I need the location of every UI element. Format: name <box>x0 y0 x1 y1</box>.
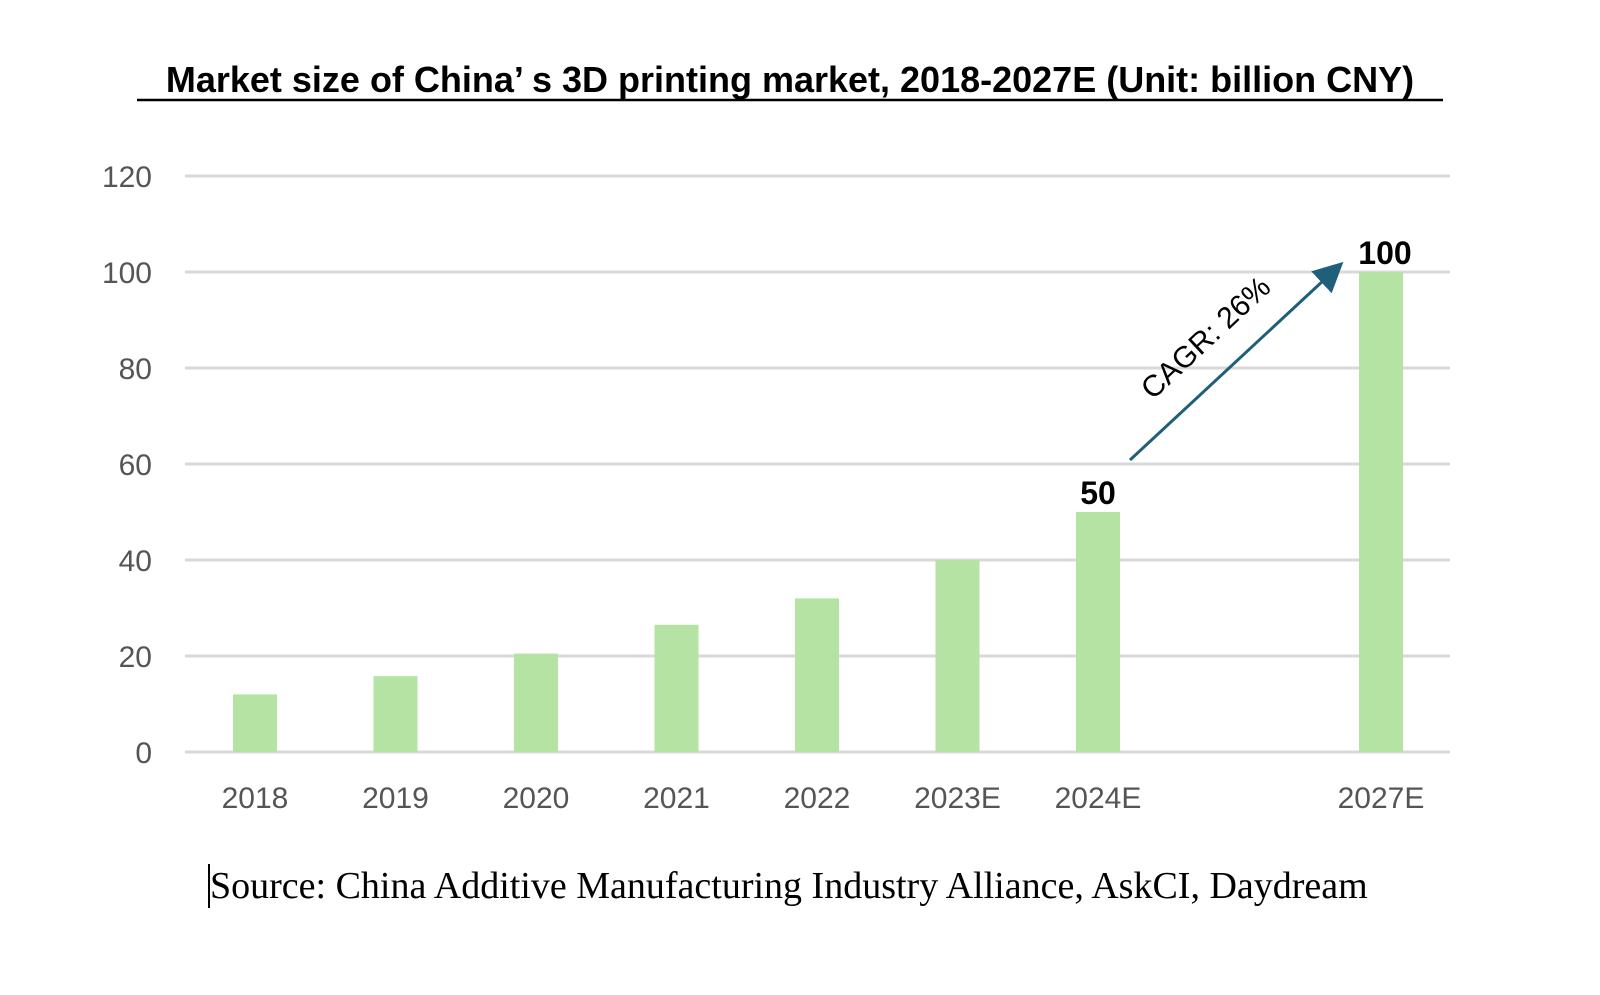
x-tick-label: 2018 <box>222 782 289 815</box>
x-axis-tick-labels: 2018 2019 2020 2021 2022 2023E 2024E 2027E <box>222 782 1425 815</box>
x-tick-label: 2027E <box>1338 782 1425 815</box>
source-note: Source: China Additive Manufacturing Ind… <box>210 865 1368 907</box>
x-tick-label: 2022 <box>784 782 851 815</box>
y-tick-label: 80 <box>119 353 152 386</box>
bar-2020 <box>514 653 558 752</box>
x-tick-label: 2024E <box>1055 782 1142 815</box>
y-axis-tick-labels: 0 20 40 60 80 100 120 <box>102 161 152 770</box>
y-tick-label: 0 <box>135 737 152 770</box>
chart-title: Market size of China’ s 3D printing mark… <box>166 59 1414 100</box>
bar-2024E <box>1076 512 1120 752</box>
y-tick-label: 120 <box>102 161 152 194</box>
cagr-arrow <box>1128 261 1344 462</box>
cagr-annotation: CAGR: 26% <box>1135 270 1277 405</box>
y-tick-label: 40 <box>119 545 152 578</box>
y-tick-label: 60 <box>119 449 152 482</box>
data-label: 100 <box>1358 235 1411 271</box>
data-label: 50 <box>1080 475 1116 511</box>
x-tick-label: 2023E <box>914 782 1001 815</box>
bar-2018 <box>233 694 277 752</box>
bar-2021 <box>654 624 699 752</box>
x-tick-label: 2020 <box>503 782 570 815</box>
y-tick-label: 100 <box>102 257 152 290</box>
data-labels: 50 100 <box>1080 235 1411 511</box>
y-tick-label: 20 <box>119 641 152 674</box>
bar-2022 <box>795 598 839 752</box>
bar-2023E <box>935 560 980 752</box>
bars <box>233 272 1403 752</box>
x-tick-label: 2021 <box>643 782 710 815</box>
x-tick-label: 2019 <box>362 782 429 815</box>
bar-2019 <box>373 676 418 752</box>
bar-2027E <box>1359 272 1403 752</box>
